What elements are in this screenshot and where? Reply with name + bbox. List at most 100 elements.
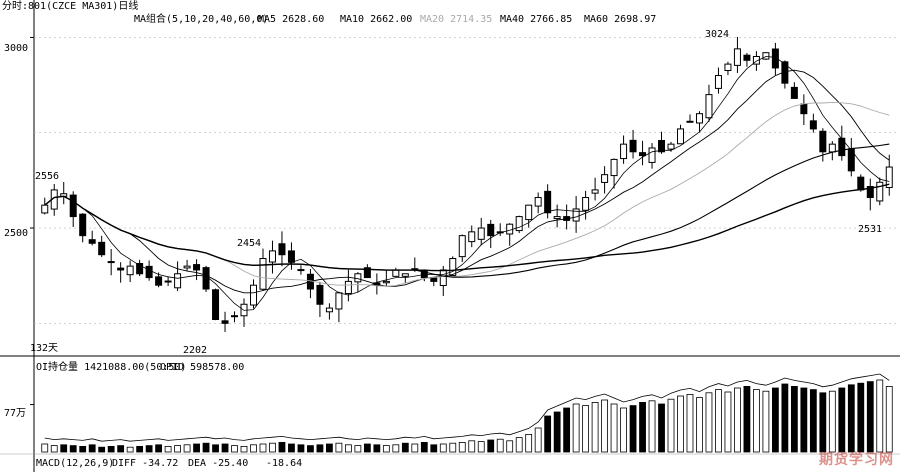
volume-bar <box>458 441 466 453</box>
candle-body <box>819 130 827 153</box>
volume-bar <box>705 392 713 453</box>
candle-body <box>344 280 352 294</box>
volume-bar <box>591 401 599 453</box>
volume-bar <box>382 445 390 453</box>
volume-bar <box>183 444 191 453</box>
volume-bar <box>240 445 248 453</box>
volume-bar <box>762 390 770 453</box>
volume-bar <box>667 398 675 453</box>
candle-body <box>506 223 514 235</box>
candle-body <box>136 263 144 275</box>
ma20-line <box>44 101 890 287</box>
volume-bar <box>69 445 77 453</box>
candle-body <box>221 320 229 324</box>
candle-body <box>354 273 362 283</box>
ma10-label: MA10 2662.00 <box>340 14 413 25</box>
candle-body <box>515 216 523 232</box>
days-label: 132天 <box>30 343 59 354</box>
ma40-line <box>44 143 890 278</box>
volume-bar <box>753 389 760 453</box>
candle-body <box>231 315 239 318</box>
candle-body <box>525 204 533 221</box>
candle-body <box>98 241 106 256</box>
candle-body <box>202 267 210 290</box>
volume-bar <box>174 445 181 453</box>
volume-bar <box>857 382 865 453</box>
candle-body <box>658 139 666 153</box>
annotation-2556: 2556 <box>35 171 60 182</box>
candle-body <box>439 269 447 287</box>
candle-body <box>363 267 371 279</box>
oi-line <box>44 373 890 442</box>
ma20-label: MA20 2714.35 <box>420 14 493 25</box>
volume-bar <box>620 407 627 453</box>
candle-body <box>41 204 49 214</box>
volume-bar <box>629 405 637 453</box>
volume-bar <box>809 389 817 453</box>
candle-body <box>544 190 552 214</box>
volume-bar <box>790 385 798 453</box>
candle-body <box>771 48 779 69</box>
volume-bar <box>193 443 200 453</box>
price-tick-2500: 2500 <box>4 228 29 239</box>
volume-bar <box>212 444 219 453</box>
candle-body <box>809 120 817 130</box>
candle-body <box>876 181 884 202</box>
candle-body <box>88 239 96 244</box>
volume-bar <box>734 387 741 453</box>
volume-bar <box>648 400 656 453</box>
volume-bar <box>439 443 447 453</box>
macd-macd: -18.64 <box>266 458 303 469</box>
candle-body <box>183 265 191 269</box>
candle-body <box>790 86 798 99</box>
candle-body <box>126 265 134 276</box>
volume-bar <box>145 445 153 453</box>
candle-body <box>591 189 599 194</box>
volume-bar <box>98 446 106 453</box>
volume-bar <box>572 403 580 453</box>
volume-bar <box>373 444 381 453</box>
volume-bar <box>468 440 476 453</box>
opid-label: OPID 598578.00 <box>160 362 245 373</box>
candle-body <box>325 307 333 313</box>
volume-bar <box>838 387 846 453</box>
volume-bar <box>553 411 561 453</box>
volume-bar <box>354 445 362 453</box>
volume-bar <box>60 444 68 453</box>
volume-bar <box>696 397 703 453</box>
ma40-label: MA40 2766.85 <box>500 14 573 25</box>
volume-bar <box>202 442 210 453</box>
volume-bar <box>250 444 257 453</box>
candle-body <box>572 208 580 222</box>
volume-bar <box>297 444 305 453</box>
volume-bar <box>363 443 371 453</box>
volume-tick: 77万 <box>4 408 27 419</box>
volume-bar <box>420 441 428 453</box>
volume-bar <box>724 391 732 453</box>
candle-body <box>164 280 172 283</box>
volume-bar <box>117 445 125 453</box>
candle-body <box>487 223 495 237</box>
price-tick-3000: 3000 <box>4 43 29 54</box>
volume-bar <box>743 385 751 453</box>
volume-bar <box>534 427 542 453</box>
candle-body <box>382 280 390 284</box>
candle-body <box>800 103 808 115</box>
candle-body <box>724 63 732 72</box>
candle-body <box>553 216 561 220</box>
annotation-2454: 2454 <box>237 238 262 249</box>
volume-bar <box>164 445 172 453</box>
candle-body <box>458 235 466 258</box>
volume-bar <box>686 393 694 453</box>
volume-bar <box>126 446 134 453</box>
candle-body <box>297 269 305 272</box>
candle-body <box>714 75 722 89</box>
candle-body <box>677 128 684 145</box>
candle-body <box>174 273 182 289</box>
candle-body <box>155 276 163 286</box>
candle-body <box>477 227 485 240</box>
candle-body <box>449 258 457 276</box>
volume-bar <box>506 440 514 453</box>
candle-body <box>639 152 647 157</box>
